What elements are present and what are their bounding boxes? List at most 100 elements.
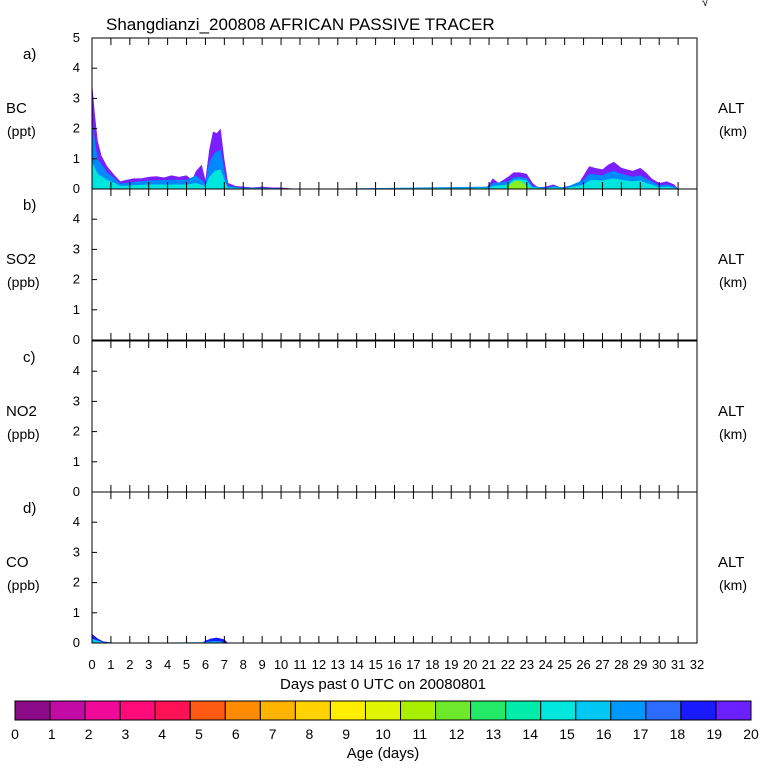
alt-unit-label: (km) xyxy=(719,426,747,442)
colorbar-swatch xyxy=(259,700,296,721)
x-tick-label: 12 xyxy=(312,657,326,672)
alt-label: ALT xyxy=(718,100,744,117)
colorbar-tick-label: 3 xyxy=(122,726,130,742)
x-tick-label: 30 xyxy=(652,657,666,672)
colorbar-tick-label: 12 xyxy=(449,726,465,742)
colorbar-tick-label: 10 xyxy=(375,726,391,742)
panel-1: 0 1 2 3 4 5 a) BC (ppt) ALT (km) xyxy=(6,30,747,196)
x-tick-label: 27 xyxy=(595,657,609,672)
y-tick-label: 0 xyxy=(73,635,80,650)
unit-label: (ppt) xyxy=(7,123,36,139)
panel-letter: c) xyxy=(23,349,36,366)
colorbar-swatch xyxy=(715,700,752,721)
y-tick-label: 2 xyxy=(73,575,80,590)
colorbar-swatch xyxy=(14,700,51,721)
x-tick-label: 16 xyxy=(387,657,401,672)
colorbar-swatch xyxy=(329,700,366,721)
alt-label: ALT xyxy=(718,403,744,420)
x-axis-label: Days past 0 UTC on 20080801 xyxy=(280,676,486,693)
colorbar-tick-label: 16 xyxy=(596,726,612,742)
x-tick-label: 19 xyxy=(444,657,458,672)
colorbar: 0 1 2 3 4 5 6 7 8 9 10 11 12 13 14 15 16 17 18 19 20 xyxy=(11,700,759,742)
panels-group: 0 1 2 3 4 5 a) BC (ppt) ALT (km) 0 1 2 3 4 b) SO2 (ppb) ALT… xyxy=(6,30,747,650)
colorbar-tick-label: 8 xyxy=(306,726,314,742)
colorbar-swatch xyxy=(364,700,402,721)
y-tick-label: 4 xyxy=(73,60,80,75)
colorbar-swatch xyxy=(189,700,226,721)
y-tick-label: 0 xyxy=(73,332,80,347)
alt-unit-label: (km) xyxy=(719,274,747,290)
colorbar-swatch xyxy=(119,700,156,721)
x-tick-label: 1 xyxy=(107,657,114,672)
y-tick-label: 4 xyxy=(73,211,80,226)
colorbar-swatch xyxy=(294,700,331,721)
colorbar-tick-label: 5 xyxy=(195,726,203,742)
alt-unit-label: (km) xyxy=(719,577,747,593)
x-tick-label: 28 xyxy=(614,657,628,672)
x-axis: 0 1 2 3 4 5 6 7 8 9 10 11 12 13 14 15 16 17 18 19 20 21 22 23 24… xyxy=(88,657,704,672)
y-tick-label: 1 xyxy=(73,302,80,317)
x-tick-label: 14 xyxy=(349,657,363,672)
x-tick-label: 25 xyxy=(557,657,571,672)
colorbar-swatch xyxy=(435,700,472,721)
y-tick-label: 0 xyxy=(73,181,80,196)
panel-frame xyxy=(91,491,698,644)
area-series-age-15 xyxy=(92,161,697,189)
unit-label: (ppb) xyxy=(7,274,40,290)
x-tick-label: 0 xyxy=(88,657,95,672)
colorbar-tick-label: 14 xyxy=(522,726,538,742)
panel-frame xyxy=(91,188,698,341)
colorbar-swatch xyxy=(610,700,647,721)
alt-label: ALT xyxy=(718,251,744,268)
colorbar-tick-label: 19 xyxy=(706,726,722,742)
x-tick-label: 8 xyxy=(240,657,247,672)
alt-unit-label: (km) xyxy=(719,123,747,139)
x-tick-label: 5 xyxy=(183,657,190,672)
x-tick-label: 18 xyxy=(425,657,439,672)
colorbar-tick-label: 4 xyxy=(158,726,166,742)
colorbar-swatch xyxy=(224,700,261,721)
colorbar-tick-label: 20 xyxy=(743,726,759,742)
panel-letter: a) xyxy=(23,46,36,63)
x-tick-label: 21 xyxy=(482,657,496,672)
x-tick-label: 29 xyxy=(633,657,647,672)
panel-letter: b) xyxy=(23,197,36,214)
y-tick-label: 4 xyxy=(73,514,80,529)
x-tick-label: 9 xyxy=(259,657,266,672)
y-tick-label: 3 xyxy=(73,90,80,105)
area-series-total xyxy=(92,81,697,189)
y-tick-label: 2 xyxy=(73,121,80,136)
colorbar-tick-label: 9 xyxy=(342,726,350,742)
species-label: NO2 xyxy=(6,403,37,420)
colorbar-tick-label: 13 xyxy=(486,726,502,742)
colorbar-swatch xyxy=(84,700,121,721)
x-tick-label: 32 xyxy=(690,657,704,672)
colorbar-tick-label: 0 xyxy=(11,726,19,742)
y-tick-label: 3 xyxy=(73,393,80,408)
x-tick-label: 26 xyxy=(576,657,590,672)
area-series-total xyxy=(92,633,697,643)
colorbar-tick-label: 1 xyxy=(48,726,56,742)
panel-4: 0 1 2 3 4 d) CO (ppb) ALT (km) xyxy=(6,491,747,650)
x-tick-label: 3 xyxy=(145,657,152,672)
y-tick-label: 5 xyxy=(73,30,80,45)
x-tick-label: 22 xyxy=(501,657,515,672)
colorbar-tick-label: 6 xyxy=(232,726,240,742)
y-tick-label: 3 xyxy=(73,241,80,256)
x-tick-label: 24 xyxy=(539,657,553,672)
y-tick-label: 1 xyxy=(73,605,80,620)
y-tick-label: 1 xyxy=(73,454,80,469)
panel-2: 0 1 2 3 4 b) SO2 (ppb) ALT (km) xyxy=(6,188,747,347)
chart-title: Shangdianzi_200808 AFRICAN PASSIVE TRACE… xyxy=(106,15,495,34)
x-tick-label: 31 xyxy=(671,657,685,672)
species-label: SO2 xyxy=(6,251,36,268)
colorbar-swatch xyxy=(680,700,717,721)
colorbar-tick-label: 7 xyxy=(269,726,277,742)
colorbar-swatch xyxy=(470,700,507,721)
x-tick-label: 20 xyxy=(463,657,477,672)
unit-label: (ppb) xyxy=(7,426,40,442)
x-tick-label: 15 xyxy=(368,657,382,672)
colorbar-swatch xyxy=(575,700,612,721)
y-tick-label: 2 xyxy=(73,272,80,287)
